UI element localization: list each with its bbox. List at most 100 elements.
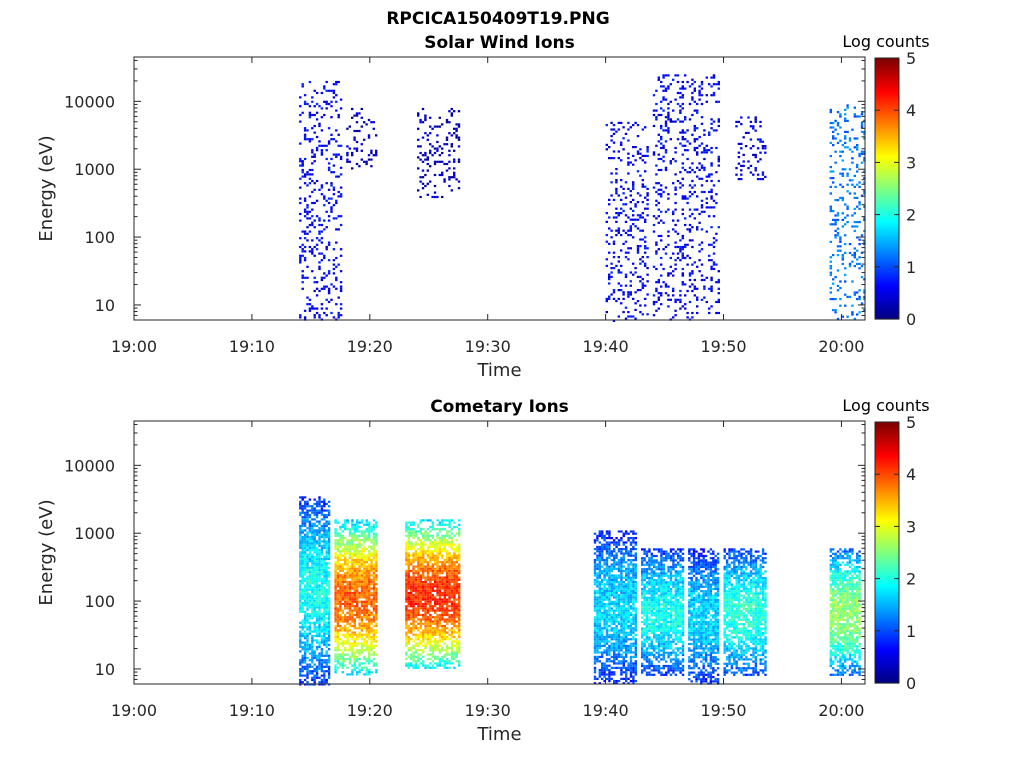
data-cell [339,587,342,590]
data-cell [703,278,706,282]
data-cell [353,576,356,579]
data-cell [664,186,668,189]
data-cell [698,168,701,172]
data-cell [318,634,321,638]
data-cell [747,160,750,163]
data-cell [708,254,711,257]
data-cell [450,602,454,606]
data-cell [620,249,623,252]
data-cell [358,129,361,133]
data-cell [339,574,342,577]
data-cell [414,651,418,654]
data-cell [622,229,625,232]
data-cell [441,550,444,553]
data-cell [676,102,680,106]
data-cell [320,287,324,290]
data-cell [358,578,361,581]
data-cell [358,165,361,168]
data-cell [365,162,368,166]
data-cell [636,135,640,138]
data-cell [323,630,326,633]
data-cell [303,538,307,541]
data-cell [315,149,319,152]
data-cell [664,252,668,255]
data-cell [320,151,324,154]
data-cell [436,147,439,150]
data-cell [318,615,321,618]
data-cell [407,547,410,551]
data-cell [335,83,338,86]
data-cell [639,280,642,283]
data-cell [836,289,840,292]
data-cell [339,657,342,661]
data-cell [335,201,338,205]
data-cell [853,251,856,254]
data-cell [710,305,713,308]
data-cell [448,569,451,573]
data-cell [417,578,420,581]
data-cell [632,218,635,221]
data-cell [332,267,336,271]
data-cell [306,276,309,279]
data-cell [410,662,413,665]
data-cell [851,157,854,160]
data-cell [443,550,446,553]
data-cell [363,550,366,553]
data-cell [657,153,660,156]
data-cell [681,237,684,240]
data-cell [443,567,446,570]
data-cell [334,666,337,669]
data-cell [712,215,716,218]
data-cell [419,640,422,643]
data-cell [705,179,708,183]
data-cell [662,267,665,271]
data-cell [337,144,340,147]
data-cell [419,558,422,562]
data-cell [327,566,331,569]
data-cell [419,591,422,595]
data-cell [306,597,309,600]
data-cell [318,105,321,108]
data-cell [429,539,432,542]
data-cell [346,635,349,639]
data-cell [674,230,677,233]
data-cell [315,659,319,662]
data-cell [370,631,373,634]
data-cell [856,236,859,239]
x-tick-label: 19:00 [111,337,157,356]
data-cell [336,607,340,610]
data-cell [657,182,660,185]
data-cell [705,230,708,233]
data-cell [320,518,324,521]
data-cell [455,605,458,608]
data-cell [358,572,361,575]
data-cell [414,543,418,546]
data-cell [674,300,677,304]
data-cell [834,276,837,279]
data-cell [344,618,347,621]
data-cell [749,138,753,141]
data-cell [436,125,439,128]
data-cell [679,239,682,242]
data-cell [417,607,420,610]
data-cell [348,547,352,551]
data-cell [455,587,458,590]
data-cell [407,664,410,667]
data-cell [422,640,425,643]
data-cell [306,670,309,673]
data-cell [306,540,309,543]
data-cell [419,627,422,630]
data-cell [407,624,410,628]
data-cell [375,596,378,599]
data-cell [327,533,331,536]
data-cell [325,182,328,185]
data-cell [375,534,378,537]
data-cell [405,578,408,581]
data-cell [372,657,376,661]
data-cell [341,589,344,592]
data-cell [368,598,371,601]
data-cell [641,278,644,281]
data-cell [691,186,694,189]
data-cell [334,653,337,656]
